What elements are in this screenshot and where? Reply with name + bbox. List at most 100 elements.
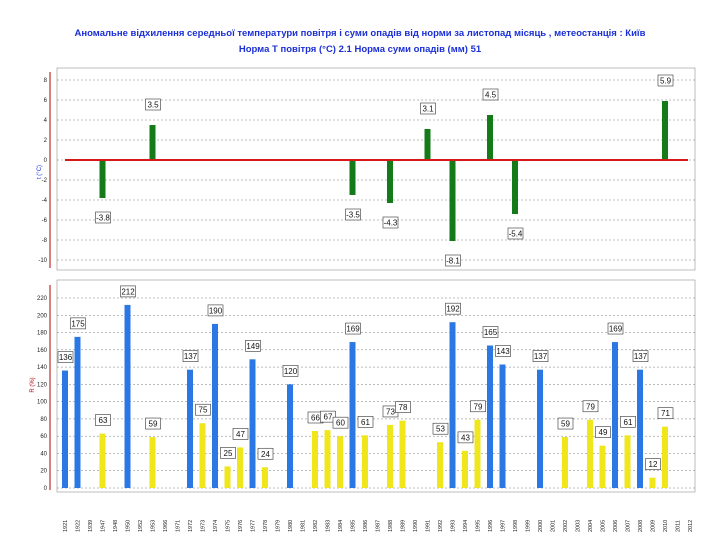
precip-bar-1974 (212, 323, 218, 488)
precip-data-label: 47 (232, 428, 249, 440)
precip-data-label: 63 (95, 414, 111, 426)
chart-subtitle: Норма Т повітря (°С) 2.1 Норма суми опад… (238, 44, 482, 55)
precip-tick-label: 20 (40, 469, 47, 475)
precip-data-label: 192 (445, 302, 461, 315)
precip-data-label-box (620, 416, 636, 428)
temp-data-label-text: -5.4 (509, 230, 523, 239)
temp-data-label: 3.1 (420, 102, 436, 115)
precip-data-label: 212 (120, 285, 136, 298)
temp-data-label: -3.8 (95, 211, 111, 224)
precip-data-label: 143 (495, 345, 511, 357)
temp-data-label-text: 3.5 (147, 101, 159, 110)
year-tick-label: 1985 (351, 520, 357, 532)
precip-data-label-text: 61 (361, 418, 370, 427)
temp-data-label: 5.9 (657, 74, 674, 87)
year-tick-label: 1978 (263, 520, 269, 532)
precip-data-label-box (632, 350, 649, 362)
precip-bar-1921 (62, 370, 68, 488)
year-tick-label: 1982 (313, 520, 319, 532)
year-tick-label: 2010 (663, 520, 669, 532)
temp-data-label: -8.1 (445, 254, 461, 267)
year-tick-label: 1981 (301, 520, 307, 532)
precip-data-label-box (357, 416, 374, 428)
year-tick-label: 2004 (588, 520, 594, 532)
precip-data-label: 79 (582, 400, 599, 413)
precip-data-label-text: 53 (436, 425, 445, 434)
precip-bar-1985 (349, 342, 356, 488)
precip-data-label-text: 79 (474, 402, 483, 411)
year-tick-label: 1996 (488, 520, 494, 532)
temp-data-label: 4.5 (482, 88, 499, 101)
year-tick-label: 1966 (163, 520, 169, 532)
precip-tick-label: 40 (40, 451, 47, 457)
year-tick-label: 1976 (238, 520, 244, 532)
precip-data-label-box (182, 350, 199, 362)
year-tick-label: 1952 (138, 520, 144, 532)
precip-data-label-text: 66 (311, 414, 320, 423)
year-tick-label: 1999 (526, 520, 532, 532)
year-tick-label: 1994 (463, 520, 469, 532)
precip-data-label-box (220, 447, 236, 459)
precip-data-label-box (657, 407, 674, 419)
precip-data-label: 67 (320, 410, 336, 423)
precip-data-label-text: 75 (199, 406, 208, 415)
year-tick-label: 1990 (413, 520, 419, 532)
precip-bar-1982 (312, 431, 318, 488)
precip-data-label-text: 137 (534, 352, 548, 361)
precip-data-label: 149 (245, 340, 261, 352)
temp-data-label-box (507, 227, 524, 240)
precip-bar-2007 (624, 435, 631, 488)
precip-data-label-box (70, 317, 86, 330)
year-tick-label: 2009 (651, 520, 657, 532)
temp-data-label-box (95, 211, 111, 224)
precip-data-label-text: 67 (324, 413, 333, 422)
temp-data-label-box (445, 254, 461, 267)
precip-data-label-box (645, 458, 661, 470)
precip-data-label-text: 136 (59, 353, 73, 362)
precip-tick-label: 140 (37, 365, 48, 371)
precip-tick-label: 220 (37, 296, 48, 302)
year-tick-label: 1998 (513, 520, 519, 532)
precip-data-label: 120 (282, 365, 299, 377)
precip-data-label: 53 (432, 422, 449, 435)
precip-data-label: 24 (257, 447, 274, 460)
precip-tick-label: 100 (37, 400, 48, 406)
precip-data-label-text: 73 (386, 407, 395, 416)
temp-bar-2010 (662, 101, 668, 160)
precip-data-label-box (445, 302, 461, 315)
precip-data-label: 169 (345, 322, 361, 335)
precip-tick-label: 200 (37, 313, 48, 319)
precip-axis-title: R (%) (30, 377, 36, 392)
temp-data-label-text: -3.5 (346, 211, 360, 220)
precip-bar-1995 (474, 419, 481, 488)
precip-data-label-box (95, 414, 111, 426)
precip-data-label: 190 (207, 304, 224, 317)
year-tick-label: 1977 (251, 520, 257, 532)
precip-data-label-box (207, 304, 224, 317)
precip-data-label-text: 59 (149, 420, 158, 429)
precip-tick-label: 180 (37, 331, 48, 337)
precip-data-label: 71 (657, 407, 674, 419)
precip-data-label-box (145, 417, 161, 430)
temp-bar-1998 (512, 160, 518, 214)
precip-data-label-box (482, 326, 499, 338)
year-tick-label: 1993 (451, 520, 457, 532)
temp-data-label: 3.5 (145, 98, 161, 111)
precip-data-label-box (595, 426, 611, 438)
precip-bar-2009 (649, 477, 656, 488)
precip-data-label-text: 61 (624, 418, 633, 427)
precip-bar-1953 (149, 437, 156, 488)
temp-axis-title: t (°С) (37, 165, 43, 179)
precip-data-label-box (332, 416, 349, 429)
precip-data-label: 61 (620, 416, 636, 428)
temp-tick-label: 6 (44, 98, 48, 104)
precip-bar-1978 (262, 467, 268, 488)
temp-data-label-text: -8.1 (446, 257, 460, 266)
precip-data-label: 59 (145, 417, 161, 430)
precip-data-label-text: 60 (336, 419, 345, 428)
temp-tick-label: -8 (42, 238, 48, 244)
year-tick-label: 2011 (676, 520, 682, 532)
year-tick-label: 1921 (63, 520, 69, 532)
